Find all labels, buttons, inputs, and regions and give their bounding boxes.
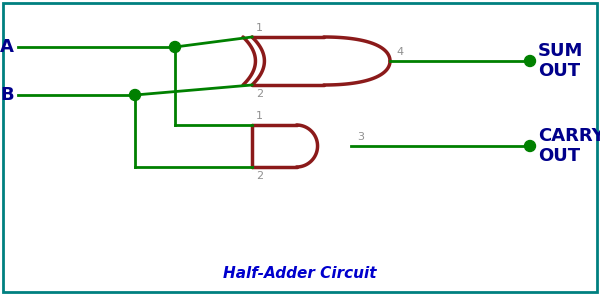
Text: CARRY
OUT: CARRY OUT	[538, 127, 600, 165]
Text: A: A	[0, 38, 14, 56]
Circle shape	[524, 140, 536, 152]
Text: 2: 2	[256, 89, 263, 99]
Circle shape	[130, 89, 140, 101]
Circle shape	[524, 55, 536, 66]
Text: 1: 1	[256, 23, 263, 33]
Text: 2: 2	[256, 171, 263, 181]
Text: B: B	[1, 86, 14, 104]
Text: 4: 4	[396, 47, 403, 57]
Text: Half-Adder Circuit: Half-Adder Circuit	[223, 266, 377, 281]
Circle shape	[170, 42, 181, 53]
Text: 1: 1	[256, 111, 263, 121]
Text: 3: 3	[357, 132, 364, 142]
Text: SUM
OUT: SUM OUT	[538, 42, 583, 81]
